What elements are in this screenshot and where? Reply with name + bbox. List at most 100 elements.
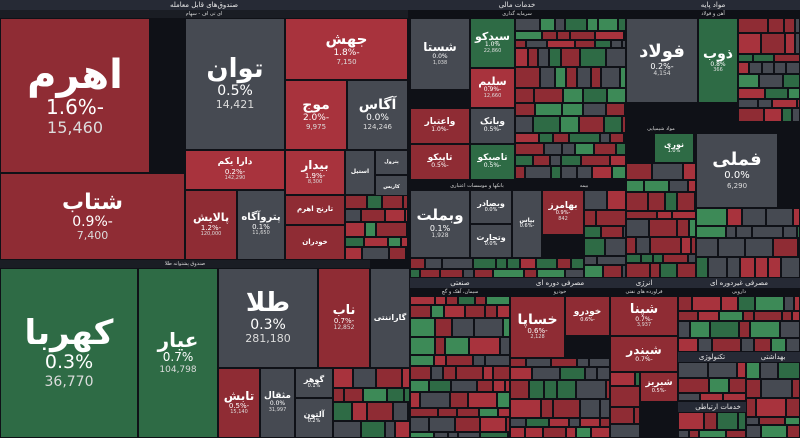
small-stock-tile[interactable] (610, 133, 624, 143)
small-stock-tile[interactable] (622, 265, 626, 278)
small-stock-tile[interactable] (626, 180, 644, 192)
small-stock-tile[interactable] (515, 179, 533, 180)
small-stock-tile[interactable] (729, 378, 746, 393)
small-stock-tile[interactable] (785, 417, 800, 425)
small-stock-tile[interactable] (644, 180, 669, 192)
small-stock-tile[interactable] (781, 257, 800, 278)
small-stock-tile[interactable] (784, 296, 794, 311)
small-stock-tile[interactable] (401, 237, 408, 247)
small-stock-tile[interactable] (510, 399, 541, 418)
small-stock-tile[interactable] (566, 67, 577, 88)
small-stock-tile[interactable] (787, 425, 800, 438)
small-stock-tile[interactable] (595, 40, 611, 48)
small-stock-tile[interactable] (443, 366, 456, 380)
small-stock-tile[interactable] (515, 88, 534, 103)
small-stock-tile[interactable] (717, 412, 738, 430)
small-stock-tile[interactable] (577, 358, 589, 367)
small-stock-tile[interactable] (435, 337, 445, 355)
small-stock-tile[interactable] (746, 398, 756, 417)
small-stock-tile[interactable] (591, 427, 610, 438)
small-stock-tile[interactable] (361, 421, 385, 438)
small-stock-tile[interactable] (367, 402, 393, 421)
small-stock-tile[interactable] (560, 367, 585, 380)
small-stock-tile[interactable] (660, 263, 677, 278)
tile-agas[interactable]: آگاس 0.0% 124,246 (347, 80, 408, 150)
small-stock-tile[interactable] (571, 179, 583, 180)
small-stock-tile[interactable] (738, 122, 758, 123)
small-stock-tile[interactable] (663, 254, 688, 263)
small-stock-tile[interactable] (410, 337, 435, 355)
small-stock-tile[interactable] (678, 412, 704, 430)
small-stock-tile[interactable] (540, 18, 555, 31)
small-stock-tile[interactable] (483, 366, 493, 380)
small-stock-tile[interactable] (740, 257, 755, 278)
small-stock-tile[interactable] (410, 432, 434, 438)
small-stock-tile[interactable] (333, 402, 352, 421)
small-stock-tile[interactable] (768, 18, 784, 33)
small-stock-tile[interactable] (746, 379, 761, 398)
small-stock-tile[interactable] (780, 321, 800, 338)
small-stock-tile[interactable] (402, 368, 410, 388)
tile-bepas[interactable]: بپاس -0.6% (512, 190, 542, 258)
small-stock-tile[interactable] (480, 417, 506, 432)
small-stock-tile[interactable] (688, 254, 696, 263)
small-stock-tile[interactable] (678, 378, 709, 393)
tile-khodran[interactable]: خودران (285, 225, 345, 260)
small-stock-tile[interactable] (562, 143, 575, 155)
tile-palayesh[interactable]: پالایش -1.2% 120,000 (185, 190, 237, 260)
small-stock-tile[interactable] (587, 18, 598, 31)
tile-fameli[interactable]: فملی 0.0% 6,290 (696, 133, 778, 208)
small-stock-tile[interactable] (557, 380, 576, 399)
small-stock-tile[interactable] (708, 257, 727, 278)
small-stock-tile[interactable] (727, 208, 742, 226)
small-stock-tile[interactable] (606, 103, 625, 116)
small-stock-tile[interactable] (584, 265, 603, 278)
small-stock-tile[interactable] (570, 31, 595, 40)
small-stock-tile[interactable] (486, 296, 510, 305)
small-stock-tile[interactable] (738, 74, 759, 88)
small-stock-tile[interactable] (650, 237, 681, 254)
small-stock-tile[interactable] (410, 417, 429, 432)
small-stock-tile[interactable] (712, 401, 737, 402)
small-stock-tile[interactable] (761, 33, 785, 54)
small-stock-tile[interactable] (758, 99, 772, 108)
small-stock-tile[interactable] (569, 133, 600, 143)
tile-mesghal[interactable]: مثقال 0.0% 31,997 (260, 368, 295, 438)
small-stock-tile[interactable] (515, 116, 533, 133)
small-stock-tile[interactable] (678, 338, 698, 352)
small-stock-tile[interactable] (761, 379, 792, 398)
small-stock-tile[interactable] (657, 211, 672, 219)
small-stock-tile[interactable] (575, 40, 595, 48)
small-stock-tile[interactable] (561, 166, 577, 179)
small-stock-tile[interactable] (446, 296, 458, 305)
small-stock-tile[interactable] (610, 386, 640, 407)
small-stock-tile[interactable] (420, 392, 450, 408)
small-stock-tile[interactable] (448, 432, 458, 438)
small-stock-tile[interactable] (786, 62, 800, 74)
small-stock-tile[interactable] (652, 163, 683, 180)
small-stock-tile[interactable] (493, 366, 510, 380)
small-stock-tile[interactable] (505, 380, 510, 392)
small-stock-tile[interactable] (382, 195, 403, 209)
small-stock-tile[interactable] (678, 321, 690, 338)
small-stock-tile[interactable] (555, 18, 565, 31)
small-stock-tile[interactable] (553, 133, 569, 143)
small-stock-tile[interactable] (762, 62, 774, 74)
small-stock-tile[interactable] (592, 166, 612, 179)
small-stock-tile[interactable] (754, 311, 782, 321)
small-stock-tile[interactable] (451, 380, 477, 392)
small-stock-tile[interactable] (525, 427, 543, 438)
small-stock-tile[interactable] (537, 269, 565, 278)
small-stock-tile[interactable] (515, 166, 525, 179)
small-stock-tile[interactable] (683, 163, 696, 180)
small-stock-tile[interactable] (528, 48, 538, 67)
small-stock-tile[interactable] (742, 208, 766, 226)
small-stock-tile[interactable] (503, 318, 510, 337)
small-stock-tile[interactable] (410, 269, 420, 278)
small-stock-tile[interactable] (738, 99, 758, 108)
small-stock-tile[interactable] (479, 408, 498, 417)
small-stock-tile[interactable] (681, 237, 691, 254)
small-stock-tile[interactable] (410, 305, 431, 318)
small-stock-tile[interactable] (493, 380, 505, 392)
small-stock-tile[interactable] (712, 338, 741, 352)
